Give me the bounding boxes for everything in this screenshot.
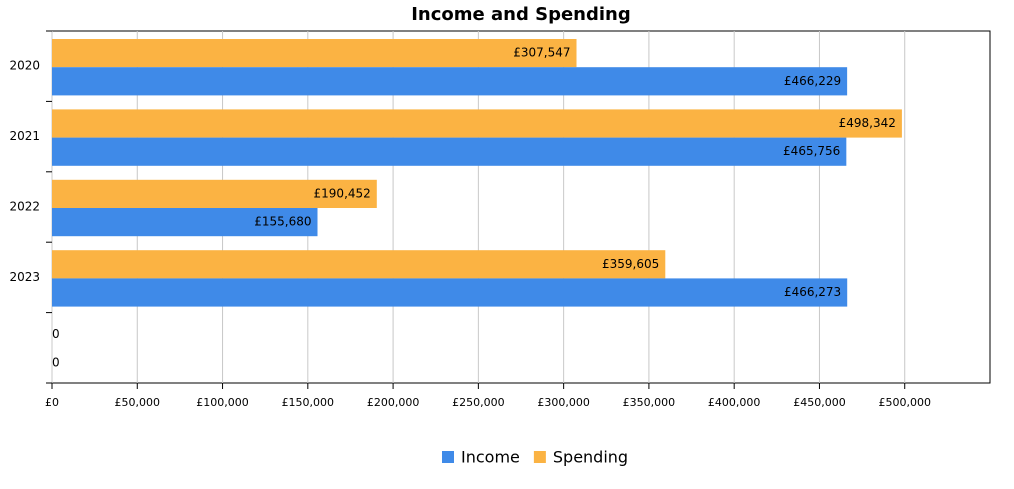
bar [52, 179, 377, 208]
x-tick-label: £50,000 [115, 396, 161, 409]
data-label: £359,605 [602, 257, 659, 271]
legend-label: Income [461, 448, 520, 467]
x-tick-label: £250,000 [452, 396, 505, 409]
x-tick-label: £100,000 [196, 396, 249, 409]
data-label: £190,452 [314, 186, 371, 200]
data-label: £307,547 [513, 46, 570, 60]
data-label: £466,229 [784, 74, 841, 88]
x-tick-label: £150,000 [282, 396, 335, 409]
legend-swatch [533, 451, 546, 463]
bar [52, 137, 847, 166]
legend-swatch [442, 451, 454, 463]
x-tick-label: £500,000 [878, 396, 931, 409]
data-label: 0 [52, 327, 60, 341]
data-label: £155,680 [254, 215, 311, 229]
data-label: £465,756 [783, 144, 840, 158]
bar [52, 250, 666, 279]
y-tick-label: 2021 [9, 129, 40, 143]
x-tick-label: £0 [45, 396, 59, 409]
bar [52, 67, 848, 96]
chart-title: Income and Spending [411, 4, 631, 25]
y-tick-label: 2022 [9, 200, 40, 214]
data-label: £498,342 [839, 116, 896, 130]
x-tick-label: £300,000 [537, 396, 590, 409]
x-tick-label: £350,000 [623, 396, 676, 409]
bar [52, 208, 318, 237]
legend-label: Spending [553, 448, 628, 467]
bar [52, 109, 902, 138]
x-tick-label: £450,000 [793, 396, 846, 409]
x-tick-label: £400,000 [708, 396, 761, 409]
data-label: £466,273 [784, 285, 841, 299]
x-tick-label: £200,000 [367, 396, 420, 409]
y-tick-label: 2023 [9, 270, 40, 284]
data-label: 0 [52, 355, 60, 369]
bar [52, 278, 848, 307]
y-tick-label: 2020 [9, 59, 40, 73]
bar [52, 39, 577, 68]
